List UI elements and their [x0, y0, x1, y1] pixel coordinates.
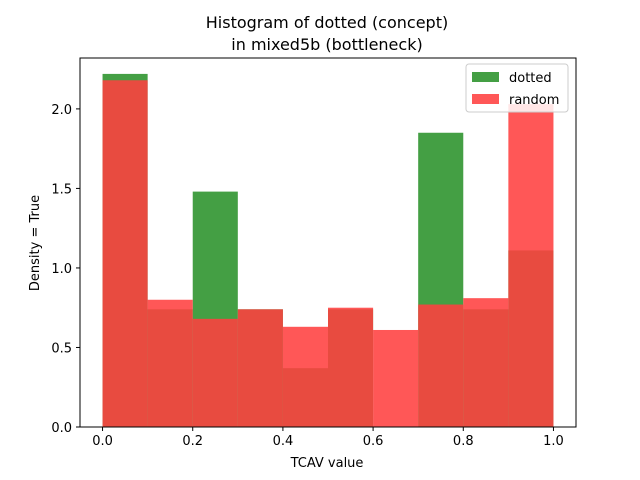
bar-random-9 [508, 104, 554, 427]
x-axis-label: TCAV value [290, 456, 364, 471]
bar-random-5 [328, 307, 374, 427]
bar-random-7 [418, 304, 464, 427]
legend-label-dotted: dotted [509, 71, 552, 86]
x-tick-label: 0.6 [363, 434, 384, 449]
bar-random-0 [102, 80, 148, 427]
bar-random-2 [192, 318, 238, 427]
bars-layer [102, 73, 554, 427]
x-tick-label: 0.4 [273, 434, 294, 449]
y-tick-label: 0.0 [51, 421, 72, 436]
bar-random-3 [237, 309, 283, 427]
x-tick-label: 0.2 [182, 434, 203, 449]
y-axis-label: Density = True [28, 195, 43, 291]
legend: dotted random [465, 63, 569, 113]
legend-label-random: random [509, 93, 559, 108]
chart-title-line-1: Histogram of dotted (concept) [206, 13, 448, 32]
x-tick-label: 0.8 [453, 434, 474, 449]
bar-random-1 [147, 299, 193, 427]
y-tick-label: 1.0 [51, 262, 72, 277]
y-tick-label: 1.5 [51, 182, 72, 197]
x-tick-label: 0.0 [92, 434, 113, 449]
plot-frame [79, 57, 577, 428]
legend-swatch-dotted [472, 72, 499, 82]
y-tick-label: 0.5 [51, 341, 72, 356]
bar-random-6 [373, 329, 419, 427]
x-tick-label: 1.0 [543, 434, 564, 449]
bar-random-4 [282, 326, 328, 427]
legend-swatch-random [472, 94, 499, 104]
axes-layer: 0.0 0.2 0.4 0.6 0.8 1.0 0.0 0.5 1.0 1.5 2.0 [51, 57, 577, 449]
bar-random-8 [463, 298, 509, 427]
chart-title-line-2: in mixed5b (bottleneck) [231, 35, 422, 54]
y-tick-label: 2.0 [51, 103, 72, 118]
